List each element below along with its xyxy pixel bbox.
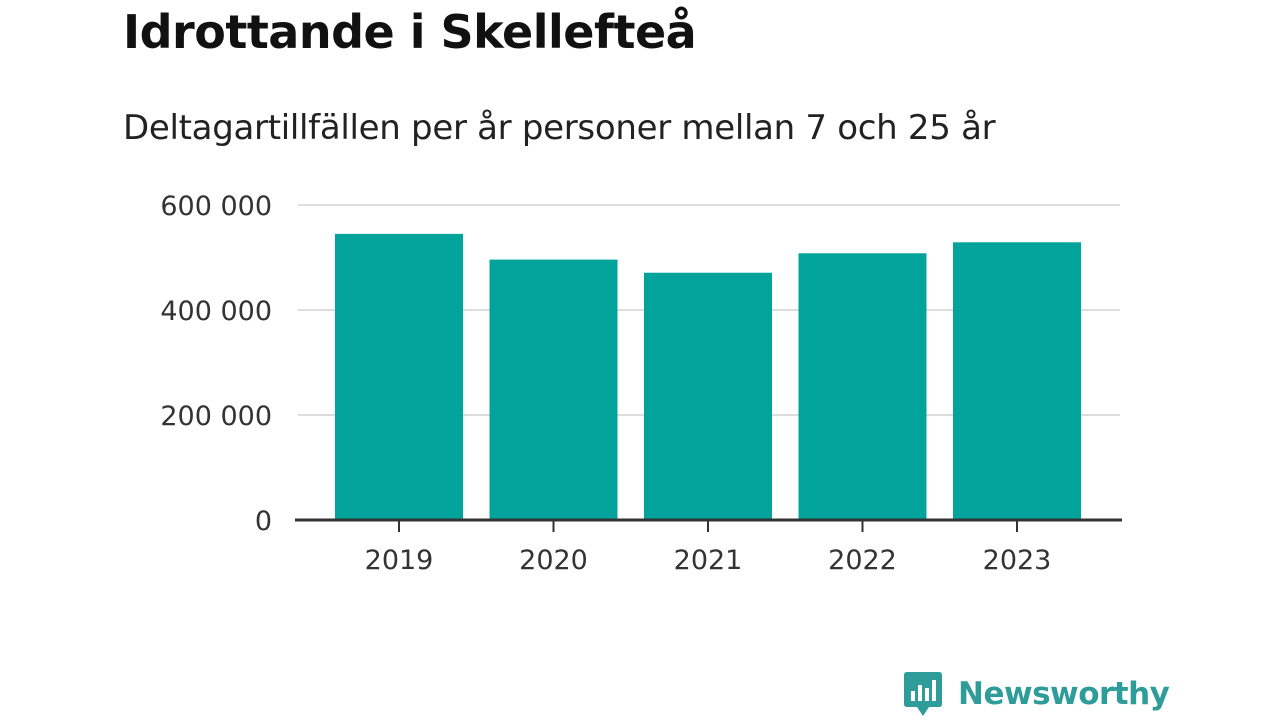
bar-chart-speech-bubble-icon [904, 672, 942, 716]
newsworthy-brand: Newsworthy [903, 670, 1170, 718]
x-tick-label: 2022 [828, 545, 897, 576]
y-tick-label: 200 000 [160, 401, 272, 432]
bar [644, 272, 772, 520]
bar [335, 233, 463, 520]
chart-subtitle: Deltagartillfällen per år personer mella… [123, 108, 996, 148]
bar [798, 253, 927, 521]
x-tick-label: 2020 [519, 545, 588, 576]
bar [953, 242, 1081, 520]
y-tick-label: 600 000 [160, 191, 272, 222]
bar [489, 259, 618, 520]
x-tick-label: 2019 [365, 545, 434, 576]
y-tick-label: 400 000 [160, 296, 272, 327]
bar-chart: 0 200 000 400 000 600 000 2019 2020 2021 2022 20… [160, 191, 1122, 576]
chart-title: Idrottande i Skellefteå [123, 5, 697, 59]
x-tick-label: 2023 [983, 545, 1052, 576]
y-tick-label: 0 [255, 506, 272, 537]
x-tick-label: 2021 [674, 545, 743, 576]
brand-name: Newsworthy [958, 676, 1170, 712]
